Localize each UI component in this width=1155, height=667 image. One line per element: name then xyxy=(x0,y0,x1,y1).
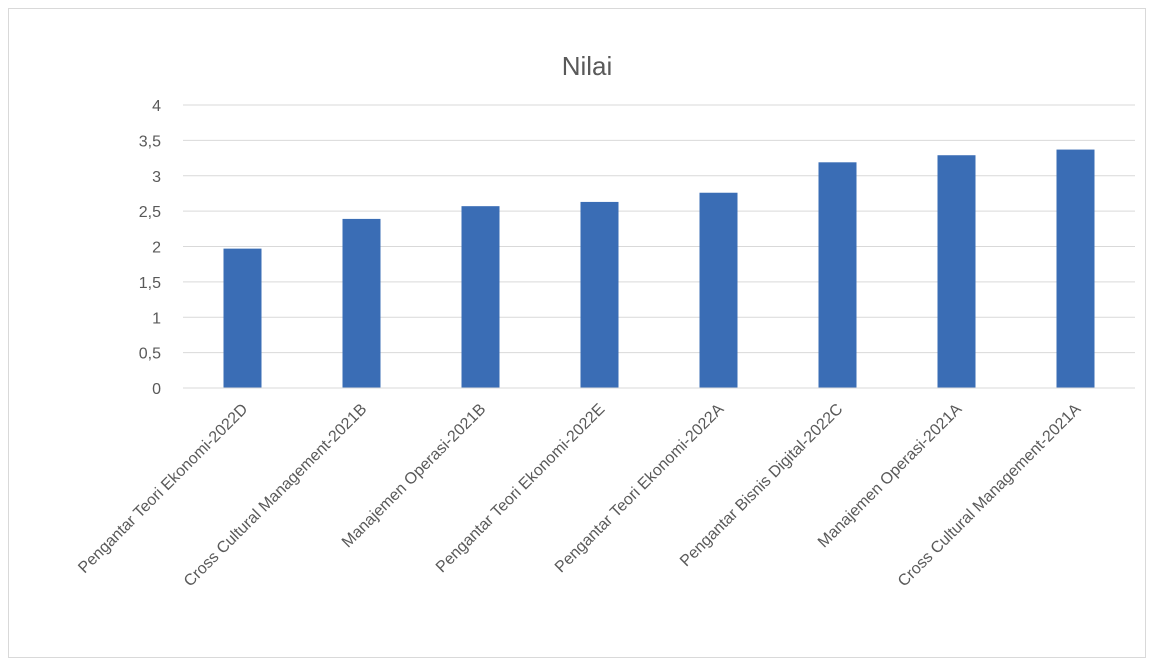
y-tick-label: 0,5 xyxy=(139,346,161,363)
y-axis-ticks: 0 0,5 1 1,5 2 2,5 3 3,5 4 xyxy=(139,98,161,398)
chart-title: Nilai xyxy=(562,51,613,81)
x-category-label: Cross Cultural Management-2021B xyxy=(181,401,370,590)
x-category-label: Manajemen Operasi-2021B xyxy=(339,401,489,551)
y-tick-label: 2 xyxy=(152,240,161,257)
gridlines xyxy=(183,104,1135,354)
x-category-label: Manajemen Operasi-2021A xyxy=(815,401,966,552)
bar xyxy=(580,201,619,388)
bar xyxy=(342,218,381,388)
bars xyxy=(223,149,1095,388)
y-tick-label: 1,5 xyxy=(139,275,161,292)
chart-area: Nilai 0 0,5 1 1,5 2 2,5 3 3,5 4 Pengantar Teori … xyxy=(8,8,1146,658)
y-tick-label: 1 xyxy=(152,310,161,327)
bar xyxy=(818,162,857,388)
bar xyxy=(937,155,976,388)
y-tick-label: 3 xyxy=(152,169,161,186)
x-category-label: Cross Cultural Management-2021A xyxy=(895,401,1085,591)
bar-chart: Nilai 0 0,5 1 1,5 2 2,5 3 3,5 4 Pengantar Teori … xyxy=(75,51,1135,591)
y-tick-label: 4 xyxy=(152,98,161,115)
bar xyxy=(461,206,500,388)
y-tick-label: 0 xyxy=(152,381,161,398)
bar xyxy=(223,248,262,388)
y-tick-label: 2,5 xyxy=(139,204,161,221)
y-tick-label: 3,5 xyxy=(139,133,161,150)
bar xyxy=(699,192,738,388)
bar xyxy=(1056,149,1095,388)
